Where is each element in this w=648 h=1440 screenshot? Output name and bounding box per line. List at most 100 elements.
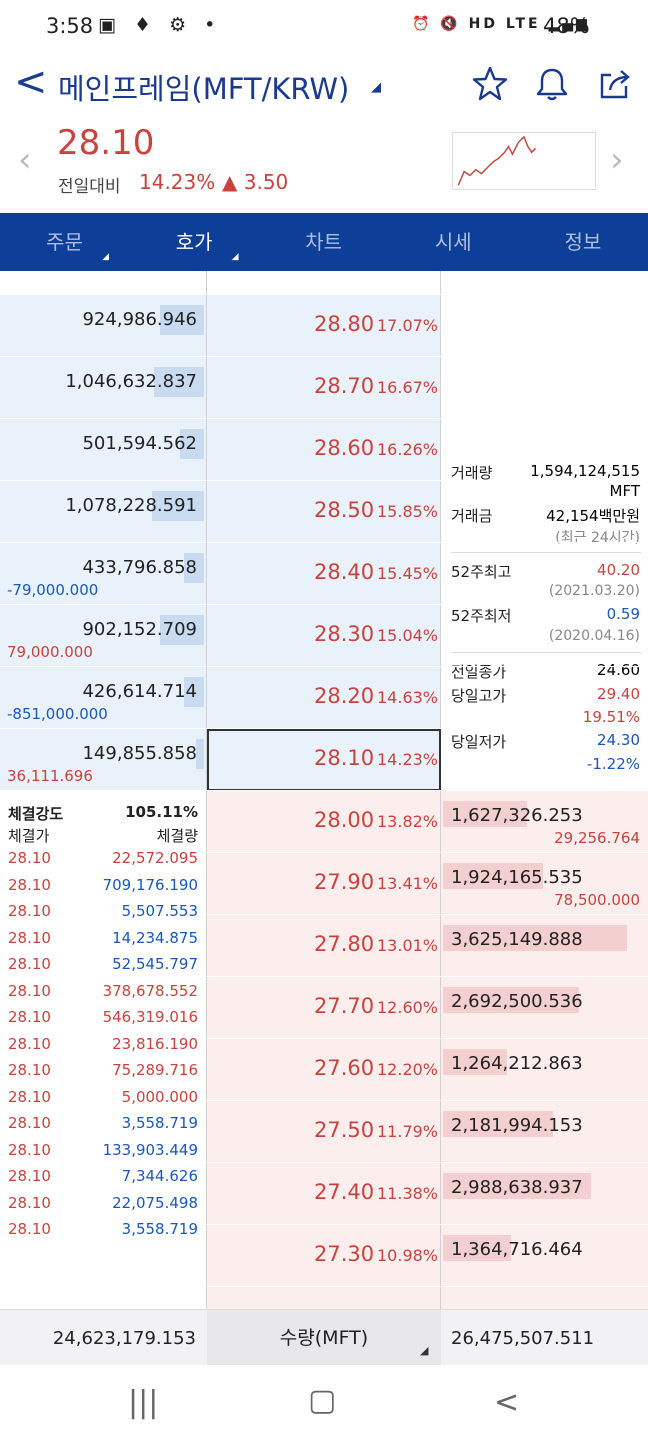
notification-icons: ▣ ♦ ⚙ • (98, 14, 222, 36)
unit-selector[interactable]: 수량(MFT) (207, 1310, 441, 1366)
bid-row[interactable]: 27.30 10.98% 1,364,716.464 (0, 1225, 648, 1287)
change-amount: ▲ 3.50 (222, 170, 289, 194)
ask-row[interactable]: 924,986.946 28.80 17.07% (0, 295, 648, 357)
bid-price: 27.30 (314, 1242, 375, 1266)
bid-qty-cell: 1,924,165.535 78,500.000 (441, 853, 648, 914)
trade-price: 28.10 (8, 955, 51, 973)
prev-close-label: 전일종가 (451, 663, 507, 681)
ask-price: 28.80 (314, 312, 375, 336)
home-icon[interactable]: ▢ (308, 1383, 337, 1418)
status-time: 3:58 (46, 14, 94, 38)
bid-qty: 3,625,149.888 (451, 929, 583, 950)
tab-2[interactable]: 차트 (259, 213, 388, 271)
bid-price: 27.70 (314, 994, 375, 1018)
ask-row[interactable]: 1,046,632.837 28.70 16.67% (0, 357, 648, 419)
trade-qty: 5,000.000 (121, 1087, 198, 1106)
system-back-icon[interactable]: < (494, 1385, 520, 1420)
unit-dropdown-icon[interactable]: ◢ (420, 1344, 429, 1357)
trade-qty: 5,507.553 (121, 902, 198, 920)
alarm-bell-icon[interactable] (532, 64, 572, 104)
trade-qty: 75,289.716 (112, 1061, 198, 1079)
strength-value: 105.11% (125, 803, 198, 821)
ask-pct: 17.07% (377, 316, 439, 335)
high52-date: (2021.03.20) (548, 583, 640, 599)
ask-change: -851,000.000 (7, 705, 108, 723)
day-low-pct: -1.22% (586, 755, 640, 773)
system-nav-bar: ||| ▢ < (0, 1365, 648, 1440)
bid-row-partial (0, 1287, 648, 1309)
bid-row[interactable]: 27.90 13.41% 1,924,165.535 78,500.000 (0, 853, 648, 915)
volume-value: 1,594,124,515 (530, 462, 640, 480)
bid-depth-bar (443, 801, 527, 827)
bid-row[interactable]: 27.60 12.20% 1,264,212.863 (0, 1039, 648, 1101)
bid-qty-cell: 2,692,500.536 (441, 977, 648, 1038)
market-title[interactable]: 메인프레임(MFT/KRW) (58, 72, 350, 106)
ask-depth-bar (160, 305, 204, 335)
tab-4[interactable]: 정보 (518, 213, 647, 271)
low52-value: 0.59 (606, 605, 640, 623)
trade-qty: 709,176.190 (102, 875, 198, 894)
ask-total: 24,623,179.153 (52, 1328, 196, 1349)
ask-row[interactable]: 149,855.858 36,111.696 28.10 14.23% (0, 729, 648, 791)
bid-price: 27.80 (314, 932, 375, 956)
bid-row[interactable]: 27.40 11.38% 2,988,638.937 (0, 1163, 648, 1225)
ask-pct: 16.67% (377, 378, 439, 397)
tab-3[interactable]: 시세 (389, 213, 518, 271)
bid-row[interactable]: 27.70 12.60% 2,692,500.536 (0, 977, 648, 1039)
trade-price: 28.10 (8, 1008, 51, 1026)
bid-depth-bar (443, 1049, 507, 1075)
trade-price: 28.10 (8, 1167, 51, 1185)
bid-depth-bar (443, 925, 627, 951)
ask-depth-bar (154, 367, 204, 397)
bid-row[interactable]: 28.00 13.82% 1,627,326.253 29,256.764 (0, 791, 648, 853)
trade-price: 28.10 (8, 902, 51, 920)
favorite-star-icon[interactable] (470, 64, 510, 104)
trade-qty: 52,545.797 (112, 955, 198, 973)
mute-icon: 🔇 (440, 16, 461, 32)
bid-row[interactable]: 27.80 13.01% 3,625,149.888 (0, 915, 648, 977)
ask-qty: 902,152.709 (82, 619, 197, 640)
market-dropdown-icon[interactable]: ◢ (371, 80, 381, 95)
tab-label: 차트 (305, 230, 343, 254)
price-summary: ‹ 28.10 전일대비 14.23% ▲ 3.50 › (0, 112, 648, 212)
status-bar: 3:58 ▣ ♦ ⚙ • ⏰ 🔇 HD LTE ▂▄▆ 48% (0, 0, 648, 56)
ask-change: -79,000.000 (7, 581, 99, 599)
mini-chart[interactable] (452, 132, 596, 190)
ask-row[interactable]: 501,594.562 28.60 16.26% (0, 419, 648, 481)
share-icon[interactable] (596, 64, 636, 104)
bid-qty-cell: 2,181,994.153 (441, 1101, 648, 1162)
day-low-value: 24.30 (597, 731, 640, 749)
bid-price: 27.60 (314, 1056, 375, 1080)
ask-row[interactable]: 433,796.858 -79,000.000 28.40 15.45% (0, 543, 648, 605)
bid-qty: 1,264,212.863 (451, 1053, 583, 1074)
bid-depth-bar (443, 863, 543, 889)
recent-apps-icon[interactable]: ||| (128, 1385, 159, 1420)
ask-qty: 149,855.858 (82, 743, 197, 764)
ask-row[interactable]: 1,078,228.591 28.50 15.85% (0, 481, 648, 543)
bid-pct: 13.01% (377, 936, 439, 955)
ask-row[interactable]: 902,152.709 79,000.000 28.30 15.04% (0, 605, 648, 667)
orderbook: 924,986.946 28.80 17.07% 1,046,632.837 28.70… (0, 271, 648, 1309)
trade-qty: 378,678.552 (102, 981, 198, 1000)
signal-icon: ▂▄▆ (548, 16, 590, 32)
prev-market-icon[interactable]: ‹ (18, 140, 32, 180)
next-market-icon[interactable]: › (610, 140, 624, 180)
current-price: 28.10 (57, 123, 155, 163)
ask-row[interactable]: 426,614.714 -851,000.000 28.20 14.63% (0, 667, 648, 729)
day-high-label: 당일고가 (451, 687, 507, 705)
tab-0[interactable]: 주문 ◢ (0, 213, 129, 271)
trade-price: 28.10 (8, 1061, 51, 1079)
trade-qty-header: 체결량 (156, 827, 198, 845)
bid-row[interactable]: 27.50 11.79% 2,181,994.153 (0, 1101, 648, 1163)
bid-qty: 1,627,326.253 (451, 805, 583, 826)
ask-pct: 15.85% (377, 502, 439, 521)
ask-depth-bar (160, 615, 204, 645)
ask-depth-bar (180, 429, 204, 459)
back-icon[interactable]: < (14, 59, 48, 105)
ask-qty: 924,986.946 (82, 309, 197, 330)
ask-qty-cell: 1,078,228.591 (0, 481, 206, 542)
bid-qty-cell: 3,625,149.888 (441, 915, 648, 976)
tab-1[interactable]: 호가 ◢ (130, 213, 259, 271)
trade-price-header: 체결가 (8, 827, 50, 845)
bid-change: 29,256.764 (554, 829, 640, 847)
